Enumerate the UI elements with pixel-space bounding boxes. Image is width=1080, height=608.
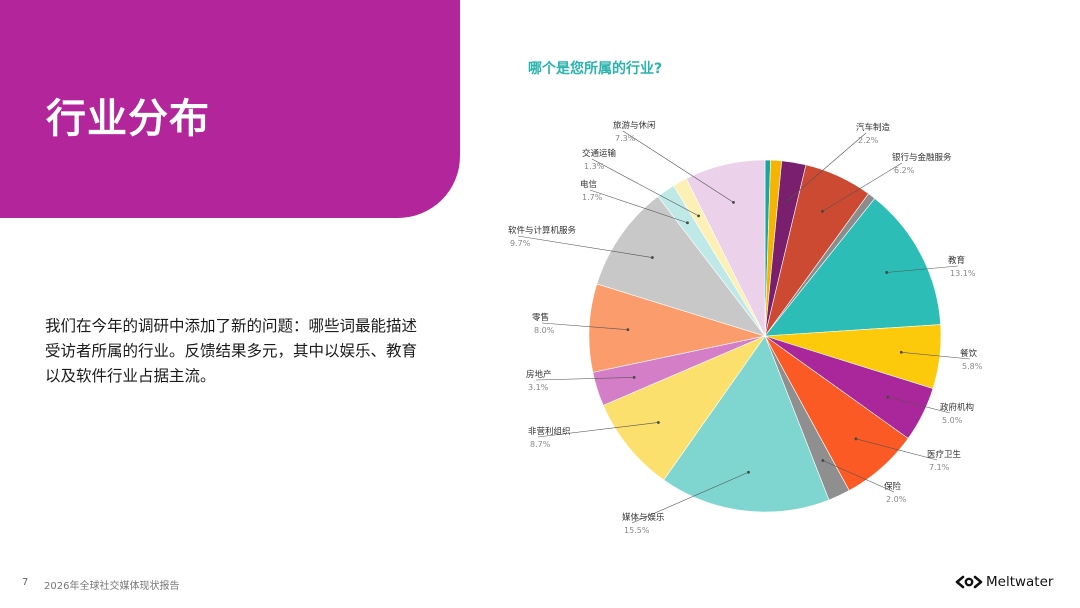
title-banner: 行业分布 xyxy=(0,0,460,218)
pie-leader-lines xyxy=(517,130,971,524)
slice-label: 银行与金融服务 xyxy=(892,152,952,163)
slice-label: 政府机构 xyxy=(940,402,974,413)
slice-label: 交通运输 xyxy=(582,148,617,159)
slice-value-label: 5.8% xyxy=(962,362,983,371)
slice-label: 旅游与休闲 xyxy=(613,120,656,131)
leader-line xyxy=(822,162,903,212)
leader-line xyxy=(631,472,749,524)
leader-dot xyxy=(854,437,858,441)
page-title: 行业分布 xyxy=(46,96,210,142)
pie-slice-旅游与休闲 xyxy=(685,159,766,337)
intro-paragraph: 我们在今年的调研中添加了新的问题：哪些词最能描述受访者所属的行业。反馈结果多元，… xyxy=(45,317,418,385)
slice-label: 媒体与娱乐 xyxy=(622,512,665,523)
page-number: 7 xyxy=(22,577,29,588)
slice-label: 餐饮 xyxy=(960,348,978,359)
slice-value-label: 1.3% xyxy=(584,162,605,171)
slice-value-label: 15.5% xyxy=(624,526,650,535)
meltwater-logo-icon xyxy=(955,575,983,589)
slice-value-label: 7.3% xyxy=(615,134,636,143)
pie-labels: 汽车制造 2.2% 银行与金融服务 6.2% 教育 13.1% 餐饮 5.8% 政府机构 5.0%… xyxy=(508,120,983,535)
slice-value-label: 8.0% xyxy=(534,326,555,335)
brand-name: Meltwater xyxy=(986,574,1054,590)
slice-value-label: 2.2% xyxy=(858,136,879,145)
report-name: 2026年全球社交媒体现状报告 xyxy=(44,581,180,592)
pie-slices xyxy=(588,159,942,513)
pie-slice-软件与计算机服务 xyxy=(596,195,766,337)
slice-label: 软件与计算机服务 xyxy=(508,225,577,236)
leader-line xyxy=(589,189,688,224)
leader-line xyxy=(822,460,895,493)
slice-label: 教育 xyxy=(948,255,965,266)
slice-label: 非营利组织 xyxy=(528,426,571,437)
leader-line xyxy=(855,438,938,461)
slice-label: 汽车制造 xyxy=(856,122,891,133)
chart-title: 哪个是您所属的行业? xyxy=(528,61,663,77)
leader-line xyxy=(517,235,653,258)
slice-value-label: 9.7% xyxy=(510,239,531,248)
pie-slice-教育 xyxy=(764,197,941,337)
slice-value-label: 2.0% xyxy=(886,495,907,504)
pie-slice-非营利组织 xyxy=(602,335,766,481)
slice-value-label: 5.0% xyxy=(942,416,963,425)
leader-line xyxy=(787,132,867,201)
slice-label: 电信 xyxy=(580,179,598,190)
leader-dot xyxy=(821,209,824,213)
leader-line xyxy=(537,422,659,438)
brand-logo: Meltwater xyxy=(955,574,1053,590)
slice-value-label: 6.2% xyxy=(894,166,915,175)
slice-value-label: 13.1% xyxy=(950,269,976,278)
slice-value-label: 1.7% xyxy=(582,193,603,202)
slice-value-label: 3.1% xyxy=(528,383,549,392)
leader-line xyxy=(901,352,971,360)
slice-label: 零售 xyxy=(532,312,549,323)
leader-line xyxy=(886,265,959,273)
pie-slice-媒体与娱乐 xyxy=(663,335,830,513)
leader-line xyxy=(591,158,699,217)
slice-value-label: 8.7% xyxy=(530,440,551,449)
slice-value-label: 7.1% xyxy=(929,463,950,472)
leader-dot xyxy=(899,350,903,354)
leader-line xyxy=(887,396,951,414)
pie-slice-零售 xyxy=(588,283,767,373)
slice-label: 保险 xyxy=(884,481,902,492)
leader-line xyxy=(535,377,635,381)
slice-label: 医疗卫生 xyxy=(927,449,962,460)
leader-dot xyxy=(885,271,889,274)
leader-line xyxy=(622,130,734,203)
leader-line xyxy=(541,322,628,330)
slice-label: 房地产 xyxy=(526,369,552,380)
